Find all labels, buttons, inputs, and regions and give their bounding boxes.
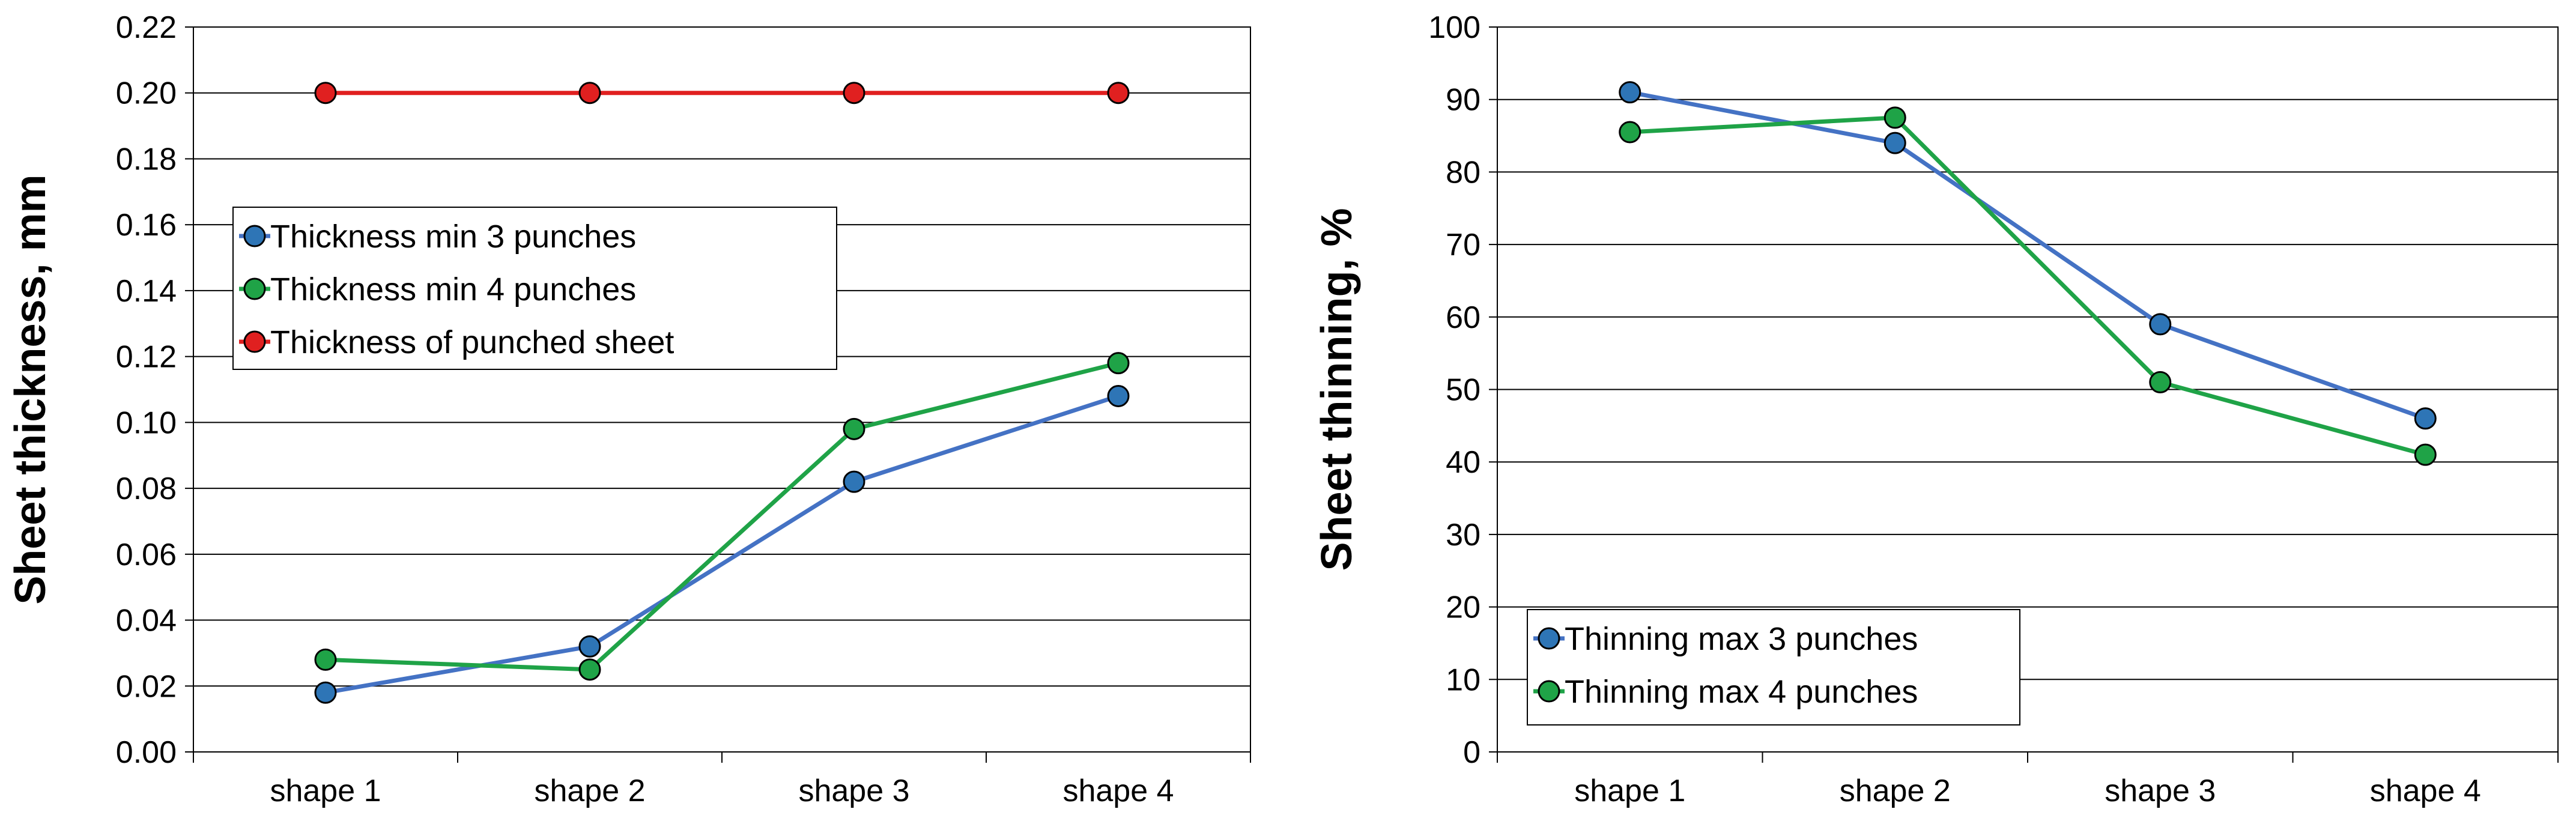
legend-swatch-marker <box>243 225 266 247</box>
data-point <box>2149 313 2172 336</box>
legend: Thinning max 3 punches Thinning max 4 pun… <box>1527 609 2020 726</box>
data-point <box>314 648 337 671</box>
data-point <box>314 82 337 105</box>
data-point <box>843 82 865 105</box>
y-axis-title: Sheet thinning, % <box>1313 208 1361 571</box>
data-point <box>578 635 601 658</box>
legend-swatch-marker <box>1538 627 1560 650</box>
x-tick-label: shape 3 <box>2105 774 2216 808</box>
series-line <box>1629 90 2426 421</box>
plot-area <box>193 26 1251 753</box>
y-tick-label: 20 <box>1446 590 1480 625</box>
y-tick-label: 0.22 <box>116 10 177 45</box>
data-point <box>1107 352 1130 375</box>
y-tick-label: 30 <box>1446 518 1480 553</box>
data-point <box>1884 106 1906 129</box>
y-tick-label: 0 <box>1463 735 1480 770</box>
legend-label: Thickness of punched sheet <box>270 324 674 360</box>
legend: Thickness min 3 punches Thickness min 4 p… <box>232 207 837 370</box>
chart-2: 0 10 20 30 40 50 60 70 80 90 100 shape 1 shape 2 shap… <box>1313 10 2559 808</box>
legend-swatch-marker <box>1538 680 1560 703</box>
y-tick-label: 0.14 <box>116 274 177 309</box>
chart-1: 0.00 0.02 0.04 0.06 0.08 0.10 0.12 0.14 0.16 0.18… <box>7 10 1251 808</box>
series-line <box>325 361 1119 672</box>
y-tick-label: 40 <box>1446 445 1480 480</box>
series-1 <box>1619 81 2437 430</box>
y-tick-label: 0.02 <box>116 669 177 704</box>
x-tick-label: shape 2 <box>534 774 645 808</box>
data-point <box>578 82 601 105</box>
y-tick-label: 0.12 <box>116 340 177 375</box>
y-tick-label: 80 <box>1446 155 1480 190</box>
data-point <box>2414 443 2437 466</box>
y-axis-title: Sheet thickness, mm <box>7 174 55 604</box>
data-point <box>2149 371 2172 393</box>
y-tick-label: 100 <box>1428 10 1480 45</box>
data-point <box>843 470 865 493</box>
data-point <box>314 681 337 704</box>
y-tick-label: 0.04 <box>116 604 177 638</box>
legend-box <box>232 207 837 370</box>
y-tick-label: 70 <box>1446 228 1480 262</box>
legend-label: Thinning max 4 punches <box>1565 674 1918 710</box>
series-2 <box>1619 106 2437 466</box>
legend-label: Thickness min 4 punches <box>270 271 636 307</box>
y-tick-label: 60 <box>1446 300 1480 335</box>
data-point <box>1884 132 1906 154</box>
data-point <box>843 417 865 440</box>
data-point <box>1107 384 1130 407</box>
x-tick-label: shape 4 <box>1062 774 1174 808</box>
legend-swatch-marker <box>243 330 266 353</box>
y-tick-label: 0.10 <box>116 405 177 440</box>
x-tick-label: shape 3 <box>798 774 909 808</box>
y-tick-label: 90 <box>1446 83 1480 118</box>
series-3 <box>314 82 1130 105</box>
data-point <box>1107 82 1130 105</box>
data-point <box>578 658 601 681</box>
legend-swatch-marker <box>243 277 266 300</box>
legend-label: Thinning max 3 punches <box>1565 621 1918 657</box>
legend-label: Thickness min 3 punches <box>270 219 636 255</box>
y-tick-label: 0.00 <box>116 735 177 770</box>
series-1 <box>314 384 1130 704</box>
y-tick-label: 0.16 <box>116 208 177 243</box>
y-tick-label: 0.08 <box>116 471 177 506</box>
series-line <box>1629 115 2426 457</box>
series-2 <box>314 352 1130 681</box>
y-tick-label: 50 <box>1446 373 1480 408</box>
x-tick-label: shape 1 <box>270 774 381 808</box>
y-tick-label: 0.06 <box>116 538 177 572</box>
y-tick-label: 0.18 <box>116 142 177 177</box>
data-point <box>1619 121 1641 144</box>
data-point <box>2414 407 2437 430</box>
y-tick-label: 10 <box>1446 662 1480 697</box>
x-tick-label: shape 2 <box>1840 774 1951 808</box>
x-tick-label: shape 1 <box>1574 774 1685 808</box>
data-point <box>1619 81 1641 104</box>
x-tick-label: shape 4 <box>2370 774 2481 808</box>
series-line <box>325 394 1120 695</box>
legend-box <box>1527 609 2020 726</box>
y-tick-label: 0.20 <box>116 76 177 111</box>
